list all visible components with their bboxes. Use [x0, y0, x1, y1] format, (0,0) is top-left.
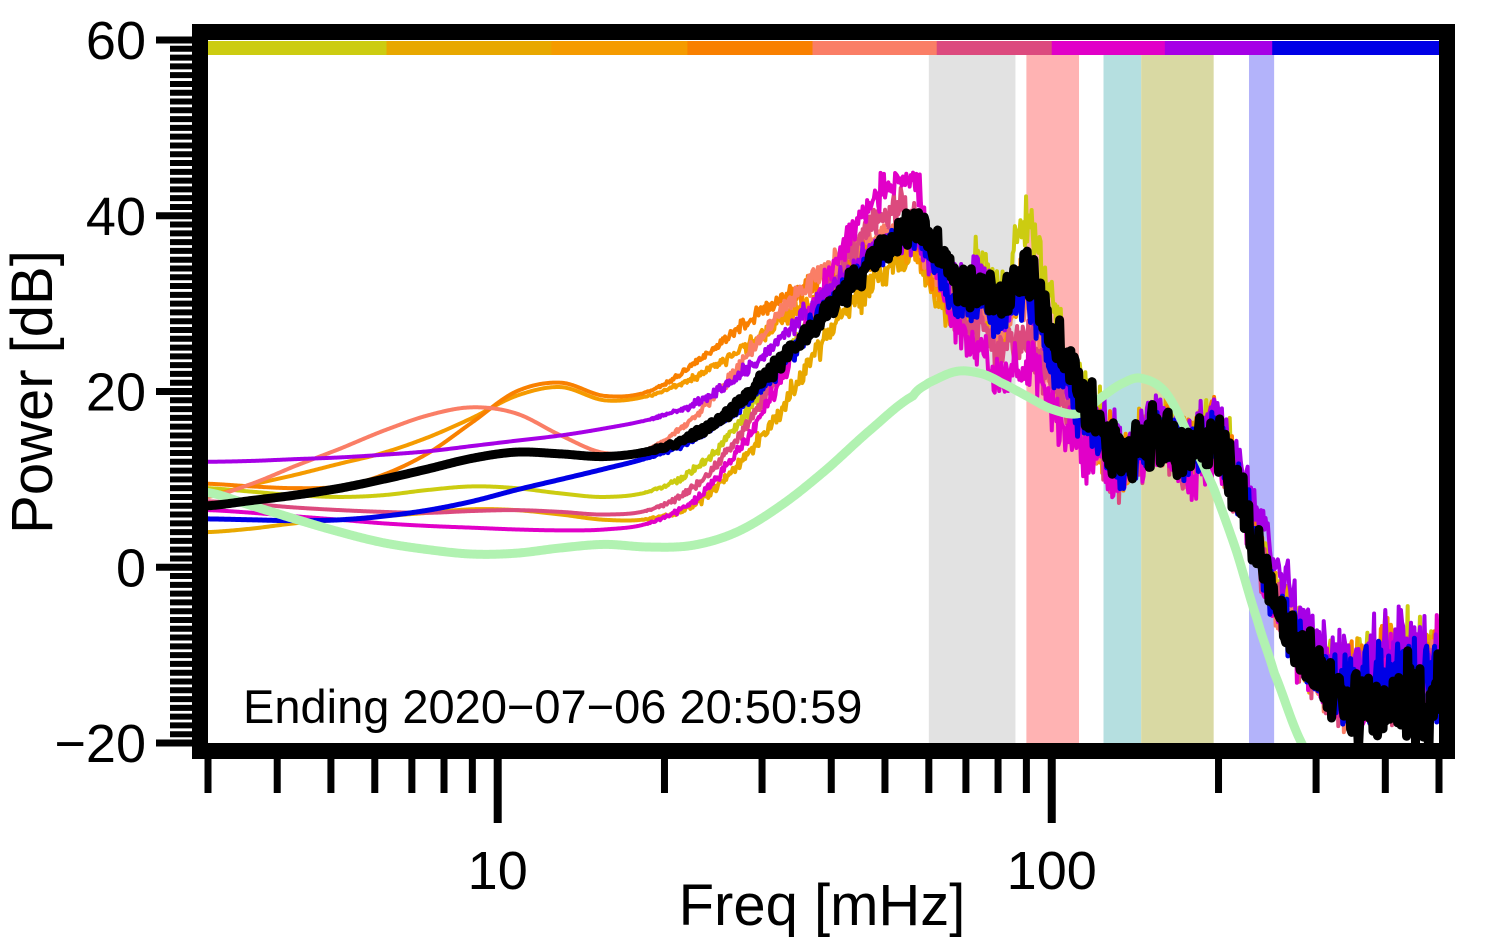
x-axis-tick-labels: 10 100	[468, 841, 1097, 901]
x-tick-label: 100	[1007, 841, 1097, 901]
colorbar-seg-7	[1051, 41, 1166, 55]
colorbar-seg-5	[812, 41, 938, 55]
band-khaki	[1141, 48, 1214, 743]
y-axis-label: Power [dB]	[0, 250, 65, 534]
y-tick-label: −20	[54, 714, 146, 774]
y-tick-label: 0	[116, 538, 146, 598]
y-tick-label: 20	[86, 363, 146, 423]
trace-lines-group	[207, 170, 1440, 744]
ending-timestamp-annotation: Ending 2020−07−06 20:50:59	[243, 680, 862, 733]
y-axis-tick-labels: −20 0 20 40 60	[54, 11, 146, 774]
y-tick-label: 40	[86, 187, 146, 247]
colorbar-seg-9	[1272, 41, 1440, 55]
x-axis-ticks	[204, 759, 1443, 823]
trace-trace-lightgreen	[207, 366, 1308, 744]
y-axis-ticks	[156, 36, 200, 747]
colorbar-seg-3	[551, 41, 689, 55]
colorbar-seg-8	[1164, 41, 1273, 55]
x-axis-label: Freq [mHz]	[679, 873, 966, 938]
trace-median	[207, 208, 1440, 744]
x-tick-label: 10	[468, 841, 528, 901]
colorbar-group	[208, 41, 1440, 55]
colorbar-seg-6	[936, 41, 1053, 55]
band-gray	[928, 48, 1016, 743]
colorbar-seg-2	[386, 41, 552, 55]
colorbar-seg-4	[687, 41, 814, 55]
y-tick-label: 60	[86, 11, 146, 71]
colorbar-seg-1	[208, 41, 388, 55]
